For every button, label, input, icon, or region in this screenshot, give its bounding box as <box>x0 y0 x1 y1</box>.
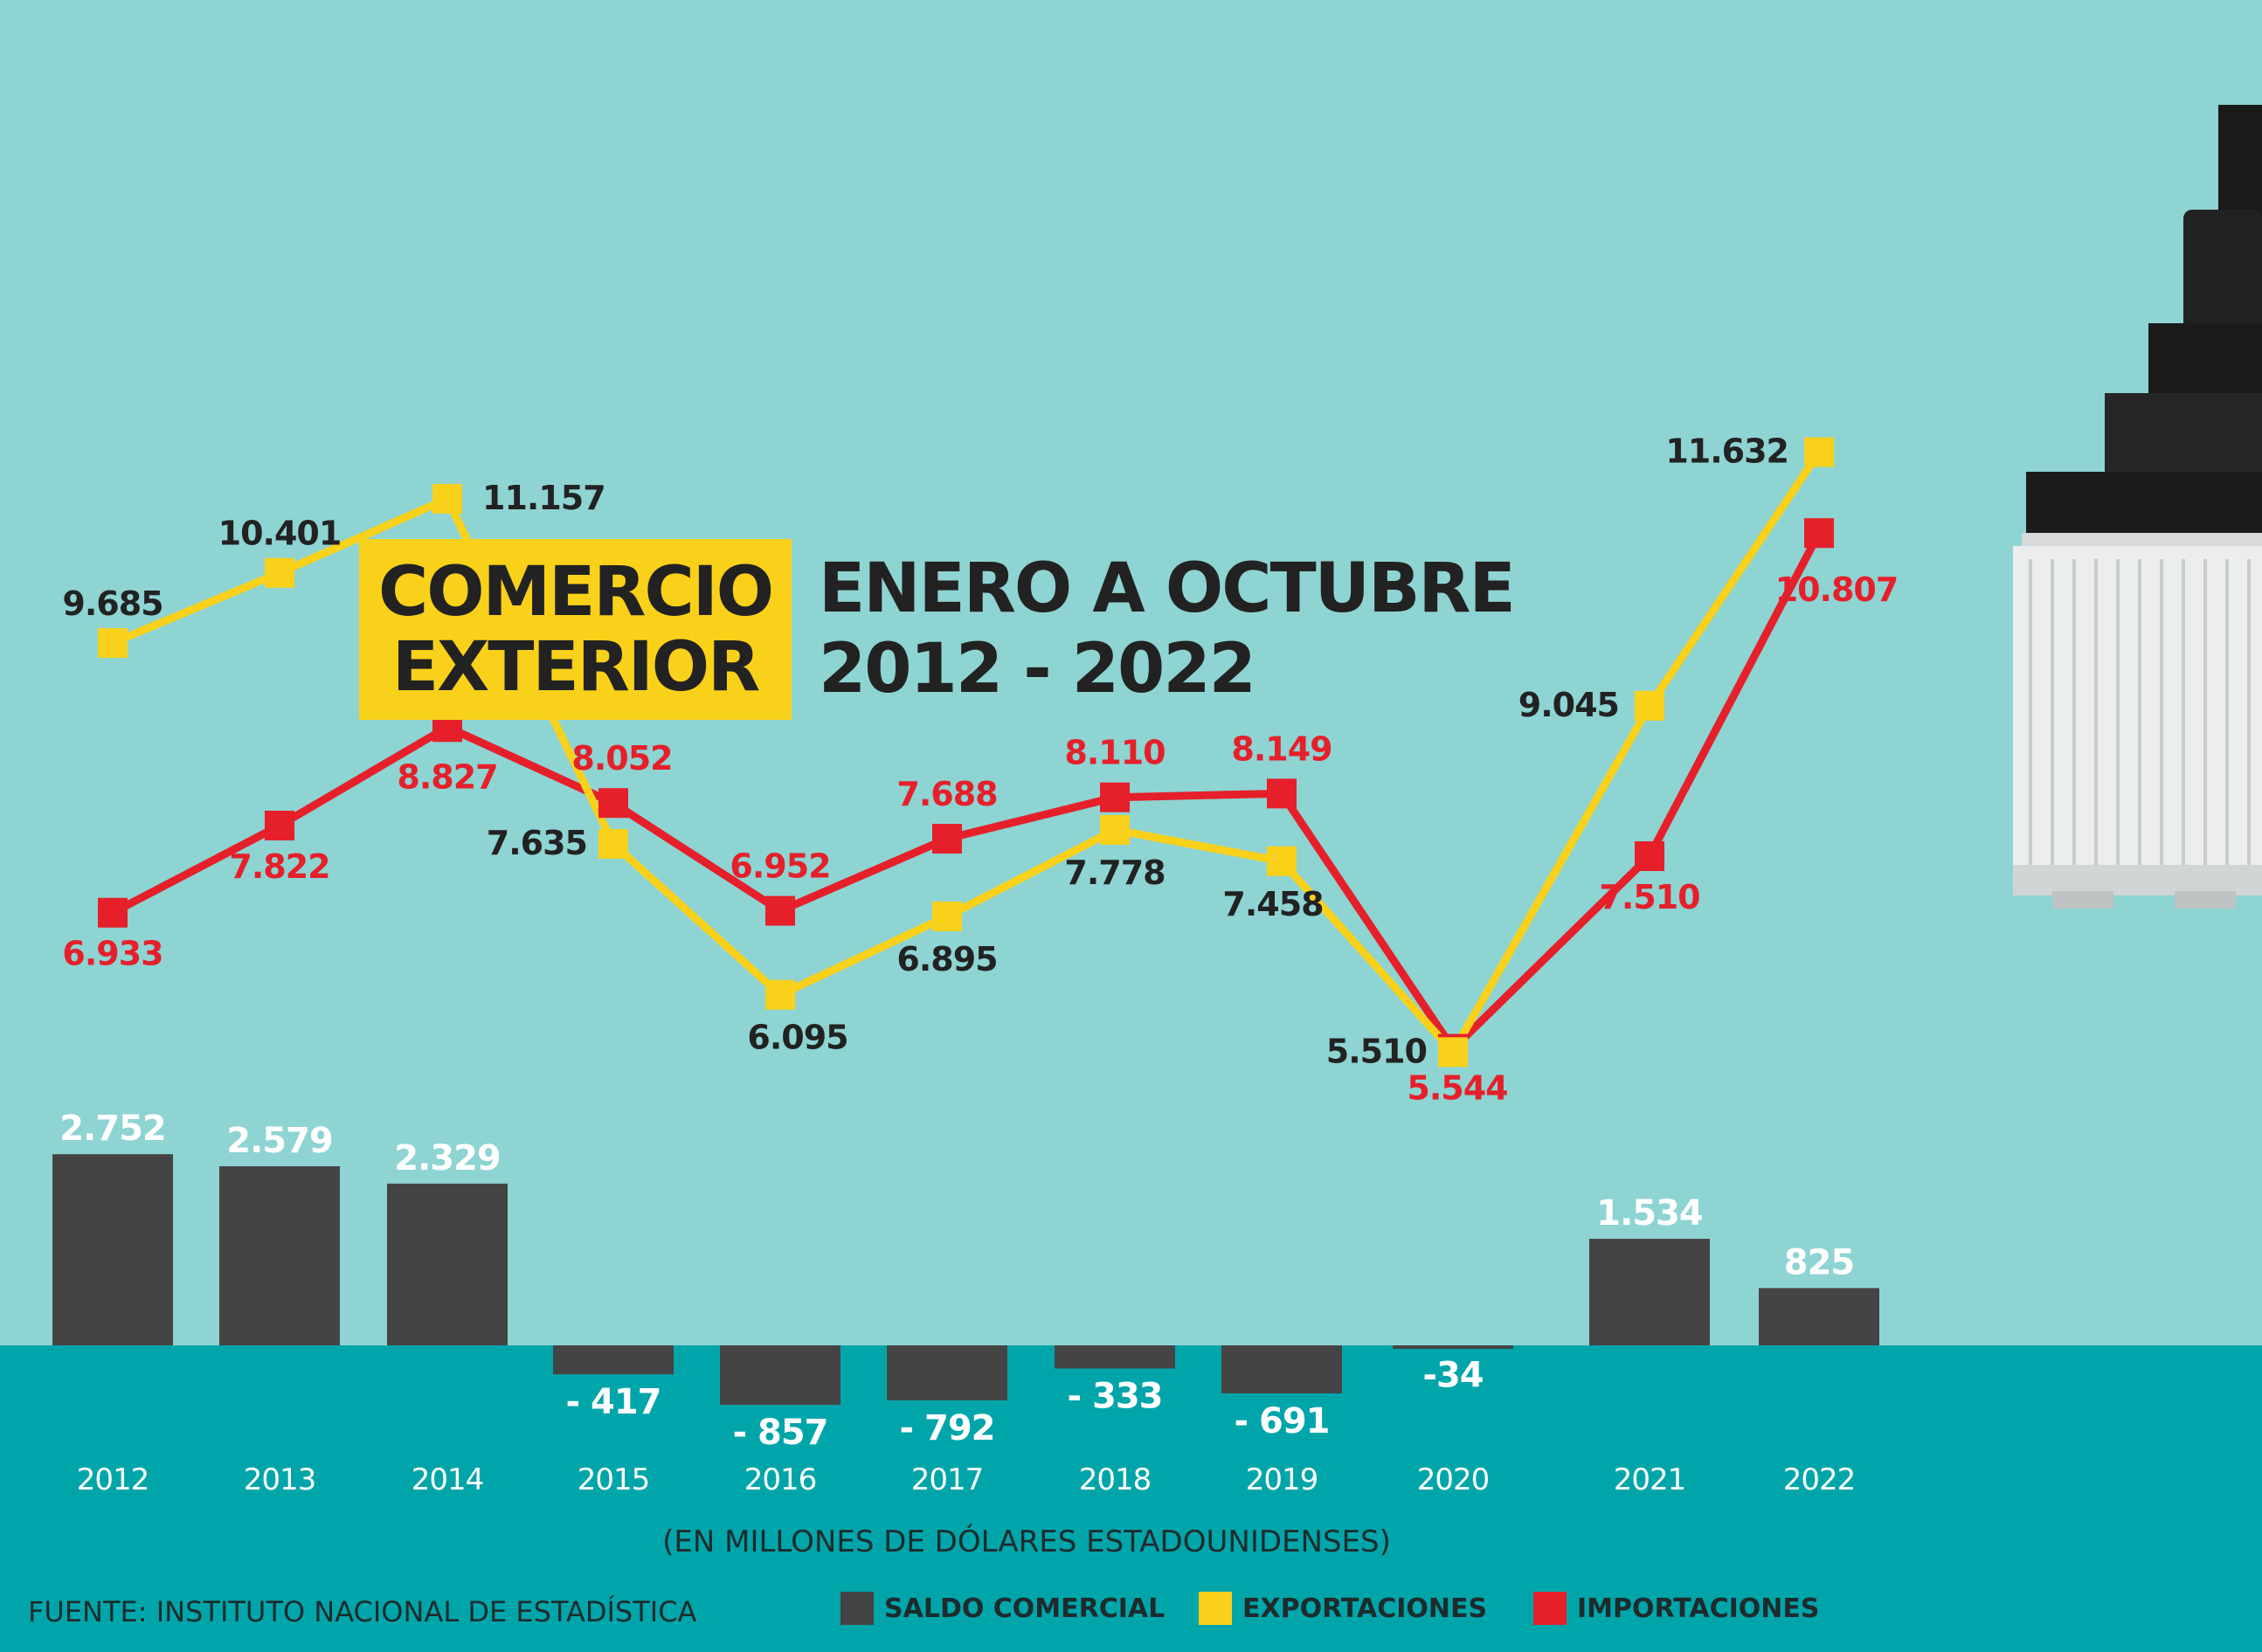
importaciones-label-2021: 7.510 <box>1599 878 1699 916</box>
year-label-2016: 2016 <box>744 1462 817 1497</box>
title-box: COMERCIO EXTERIOR <box>359 539 792 720</box>
saldo-bar-2014 <box>387 1183 508 1345</box>
saldo-label-2020: -34 <box>1422 1356 1483 1396</box>
importaciones-marker-2021 <box>1635 841 1664 872</box>
shipping-container-illustration <box>2013 105 2262 909</box>
importaciones-label-2018: 8.110 <box>1064 734 1165 772</box>
exportaciones-label-2014: 11.157 <box>482 479 605 517</box>
legend-importaciones-label: IMPORTACIONES <box>1577 1593 1820 1624</box>
subtitle: ENERO A OCTUBRE 2012 - 2022 <box>819 549 1516 709</box>
exportaciones-marker-2019 <box>1267 846 1297 876</box>
importaciones-label-2012: 6.933 <box>62 935 163 973</box>
title-line-2: EXTERIOR <box>391 627 760 707</box>
saldo-bar-2018 <box>1055 1345 1175 1369</box>
year-label-2018: 2018 <box>1079 1462 1152 1497</box>
saldo-label-2018: - 333 <box>1067 1376 1162 1416</box>
year-label-2021: 2021 <box>1614 1462 1686 1497</box>
subtitle-years: 2012 - 2022 <box>819 630 1256 708</box>
legend-saldo-label: SALDO COMERCIAL <box>884 1593 1166 1624</box>
legend-exportaciones-label: EXPORTACIONES <box>1242 1593 1488 1624</box>
saldo-bar-2012 <box>52 1154 173 1345</box>
baseline-band <box>0 1345 2262 1652</box>
year-label-2014: 2014 <box>412 1462 484 1497</box>
title-line-1: COMERCIO <box>377 552 774 632</box>
exportaciones-label-2018: 7.778 <box>1064 854 1165 892</box>
saldo-bar-2013 <box>219 1165 340 1345</box>
saldo-label-2016: - 857 <box>732 1413 827 1453</box>
saldo-label-2012: 2.752 <box>59 1109 166 1149</box>
exportaciones-label-2016: 6.095 <box>747 1019 847 1057</box>
saldo-bar-2016 <box>720 1345 840 1406</box>
importaciones-label-2015: 8.052 <box>571 739 672 778</box>
year-label-2015: 2015 <box>578 1462 650 1497</box>
legend-importaciones-swatch <box>1533 1592 1567 1625</box>
importaciones-label-2020: 5.544 <box>1407 1069 1507 1108</box>
exportaciones-marker-2015 <box>598 828 628 859</box>
exportaciones-label-2013: 10.401 <box>218 515 342 553</box>
year-label-2012: 2012 <box>77 1462 149 1497</box>
saldo-label-2015: - 417 <box>565 1382 661 1422</box>
year-label-2013: 2013 <box>244 1462 316 1497</box>
importaciones-marker-2022 <box>1804 518 1834 549</box>
saldo-label-2017: - 792 <box>899 1408 994 1448</box>
importaciones-label-2022: 10.807 <box>1775 570 1899 609</box>
saldo-label-2022: 825 <box>1784 1242 1855 1282</box>
saldo-bar-2020 <box>1393 1345 1513 1349</box>
exportaciones-marker-2022 <box>1804 437 1834 467</box>
unit-note: (EN MILLONES DE DÓLARES ESTADOUNIDENSES) <box>662 1524 1391 1559</box>
importaciones-marker-2015 <box>598 788 628 819</box>
year-label-2019: 2019 <box>1246 1462 1318 1497</box>
year-label-2017: 2017 <box>911 1462 984 1497</box>
legend-exportaciones: EXPORTACIONES <box>1199 1592 1487 1625</box>
exportaciones-label-2017: 6.895 <box>896 940 997 978</box>
importaciones-label-2019: 8.149 <box>1231 729 1332 768</box>
importaciones-marker-2012 <box>98 897 128 928</box>
importaciones-label-2013: 7.822 <box>229 847 329 886</box>
exportaciones-marker-2014 <box>432 483 462 514</box>
importaciones-marker-2018 <box>1100 782 1130 812</box>
exportaciones-marker-2013 <box>265 557 294 588</box>
exportaciones-marker-2017 <box>932 901 962 931</box>
source-note: FUENTE: INSTITUTO NACIONAL DE ESTADÍSTIC… <box>28 1595 697 1628</box>
saldo-bar-2015 <box>553 1345 674 1375</box>
exportaciones-marker-2020 <box>1438 1037 1468 1068</box>
legend-saldo-swatch <box>840 1592 874 1625</box>
importaciones-label-2016: 6.952 <box>730 847 830 886</box>
exportaciones-label-2022: 11.632 <box>1665 432 1788 471</box>
saldo-label-2019: - 691 <box>1234 1401 1329 1441</box>
exportaciones-label-2021: 9.045 <box>1518 686 1619 724</box>
saldo-bar-2021 <box>1589 1239 1710 1345</box>
year-label-2022: 2022 <box>1783 1462 1856 1497</box>
saldo-label-2021: 1.534 <box>1596 1193 1703 1234</box>
exportaciones-marker-2012 <box>98 628 128 659</box>
legend-exportaciones-swatch <box>1199 1592 1232 1625</box>
exportaciones-marker-2021 <box>1635 690 1664 721</box>
importaciones-label-2017: 7.688 <box>896 775 997 813</box>
exportaciones-label-2020: 5.510 <box>1326 1032 1427 1070</box>
exportaciones-label-2019: 7.458 <box>1222 885 1323 923</box>
importaciones-marker-2013 <box>265 811 294 841</box>
year-label-2020: 2020 <box>1417 1462 1490 1497</box>
saldo-bar-2019 <box>1221 1345 1342 1393</box>
saldo-label-2014: 2.329 <box>394 1138 501 1179</box>
subtitle-period: ENERO A OCTUBRE <box>819 550 1516 628</box>
legend-importaciones: IMPORTACIONES <box>1533 1592 1820 1625</box>
exportaciones-label-2012: 9.685 <box>62 584 163 623</box>
importaciones-marker-2019 <box>1267 778 1297 809</box>
importaciones-marker-2016 <box>765 895 795 926</box>
saldo-bar-2022 <box>1759 1288 1879 1345</box>
saldo-bar-2017 <box>887 1345 1007 1400</box>
exportaciones-marker-2018 <box>1100 814 1130 845</box>
exportaciones-label-2015: 7.635 <box>487 824 587 862</box>
legend-saldo: SALDO COMERCIAL <box>840 1592 1165 1625</box>
importaciones-label-2014: 8.827 <box>397 757 497 796</box>
saldo-label-2013: 2.579 <box>226 1121 333 1161</box>
exportaciones-marker-2016 <box>765 979 795 1010</box>
importaciones-marker-2017 <box>932 824 962 854</box>
